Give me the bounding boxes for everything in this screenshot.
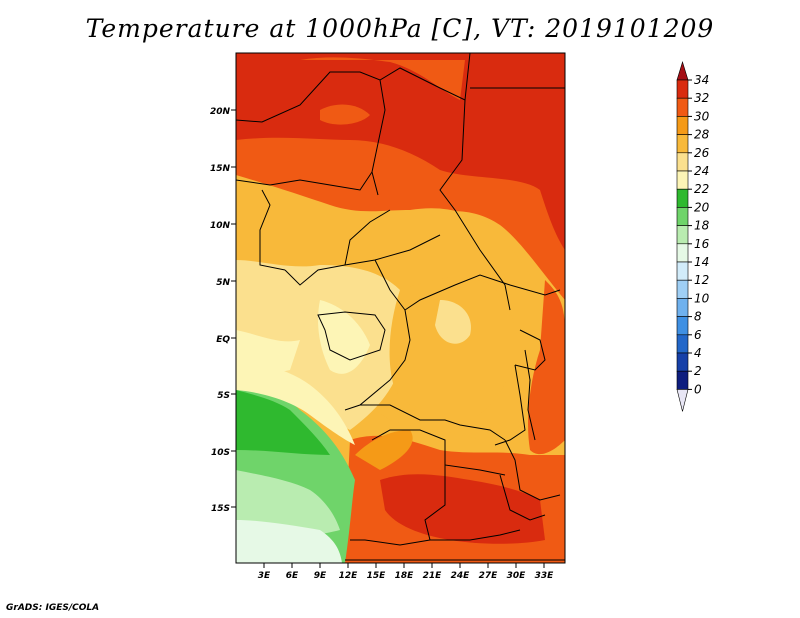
colorbar-label: 18: [694, 219, 710, 233]
colorbar-segment: [676, 225, 689, 245]
temperature-field: [236, 53, 565, 563]
colorbar: [676, 60, 689, 412]
colorbar-segment: [676, 352, 689, 372]
colorbar-label: 28: [694, 128, 710, 142]
lon-label: 21E: [423, 571, 443, 581]
lon-label: 27E: [479, 571, 499, 581]
colorbar-label: 4: [694, 346, 702, 360]
lon-label: 3E: [258, 571, 271, 581]
colorbar-label: 32: [694, 91, 709, 105]
colorbar-segment: [676, 134, 689, 154]
lon-label: 12E: [339, 571, 359, 581]
colorbar-segment: [676, 79, 689, 99]
lon-label: 6E: [286, 571, 299, 581]
colorbar-label: 30: [694, 109, 710, 123]
lat-label: EQ: [216, 335, 230, 345]
colorbar-segment: [676, 279, 689, 299]
colorbar-segment: [676, 60, 689, 81]
colorbar-label: 16: [694, 237, 710, 251]
colorbar-label: 20: [694, 200, 710, 214]
lon-label: 15E: [367, 571, 387, 581]
colorbar-segment: [676, 334, 689, 354]
colorbar-label: 14: [694, 255, 709, 269]
lat-label: 10S: [211, 448, 230, 458]
colorbar-label: 8: [694, 310, 702, 324]
lon-label: 24E: [451, 571, 471, 581]
colorbar-label: 6: [694, 328, 702, 342]
colorbar-label: 34: [694, 73, 709, 87]
colorbar-segment: [676, 188, 689, 208]
lat-label: 15S: [211, 504, 230, 514]
colorbar-segment: [676, 152, 689, 172]
colorbar-label: 0: [694, 382, 702, 396]
lat-label: 5N: [216, 278, 230, 288]
colorbar-segment: [676, 116, 689, 135]
lat-label: 5S: [217, 391, 230, 401]
lon-label: 9E: [314, 571, 327, 581]
lat-label: 10N: [210, 221, 231, 231]
colorbar-segment: [676, 97, 689, 117]
lon-label: 30E: [507, 571, 527, 581]
chart-title: Temperature at 1000hPa [C], VT: 20191012…: [85, 14, 715, 43]
colorbar-label: 22: [694, 182, 709, 196]
longitude-axis: [263, 563, 545, 568]
colorbar-segment: [676, 243, 689, 263]
country-borders: [236, 53, 565, 561]
lon-label: 18E: [395, 571, 415, 581]
lat-label: 20N: [210, 107, 231, 117]
colorbar-label: 10: [694, 291, 710, 305]
colorbar-label: 24: [694, 164, 709, 178]
colorbar-segment: [676, 261, 689, 281]
colorbar-label: 12: [694, 273, 709, 287]
colorbar-segment: [676, 389, 689, 412]
latitude-labels: 20N 15N 10N 5N EQ 5S 10S 15S: [210, 107, 231, 514]
map-frame: [235, 52, 566, 564]
colorbar-segment: [676, 170, 689, 190]
lon-label: 33E: [535, 571, 555, 581]
colorbar-segment: [676, 370, 689, 390]
colorbar-segment: [676, 316, 689, 336]
colorbar-label: 26: [694, 146, 710, 160]
latitude-axis: [231, 109, 236, 508]
lat-label: 15N: [210, 164, 231, 174]
footer-credit: GrADS: IGES/COLA: [6, 603, 100, 613]
colorbar-label: 2: [694, 364, 702, 378]
colorbar-segment: [676, 207, 689, 226]
colorbar-segment: [676, 298, 689, 317]
longitude-labels: 3E 6E 9E 12E 15E 18E 21E 24E 27E 30E 33E: [258, 571, 554, 581]
